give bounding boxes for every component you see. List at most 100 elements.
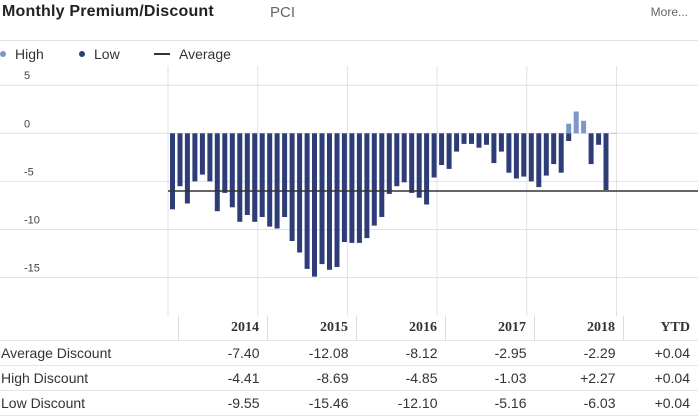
column-header-2014: 2014: [178, 316, 268, 341]
low-discount-bar: [566, 133, 572, 141]
table-cell: +0.04: [623, 365, 698, 391]
low-discount-bar: [319, 133, 325, 265]
low-discount-bar: [416, 133, 422, 198]
low-discount-bar: [334, 133, 340, 267]
low-discount-bar: [222, 133, 228, 193]
low-discount-bar: [596, 133, 602, 145]
low-discount-bar: [386, 133, 392, 194]
table-cell: -8.69: [267, 365, 357, 391]
low-discount-bar: [588, 133, 594, 165]
low-discount-bar: [177, 133, 183, 187]
y-tick-label: -10: [24, 214, 40, 226]
table-cell: -8.12: [356, 340, 446, 366]
low-discount-bar: [349, 133, 355, 243]
low-discount-bar: [364, 133, 370, 239]
chart-header: Monthly Premium/Discount PCI More...: [0, 0, 698, 26]
table-cell: -7.40: [178, 340, 268, 366]
low-discount-bar: [199, 133, 205, 175]
low-discount-bar: [259, 133, 265, 217]
low-discount-bar: [192, 133, 198, 182]
column-header-ytd: YTD: [623, 316, 698, 341]
low-discount-bar: [409, 133, 415, 193]
high-discount-bar: [611, 132, 616, 134]
row-label-low: Low Discount: [0, 390, 179, 416]
table-cell: -2.95: [445, 340, 535, 366]
high-dot-icon: [0, 51, 6, 57]
table-cell: -5.16: [445, 390, 535, 416]
low-discount-bar: [603, 133, 609, 190]
y-tick-label: 5: [24, 70, 30, 82]
low-discount-bar: [551, 133, 557, 165]
table-row: High Discount -4.41 -8.69 -4.85 -1.03 +2…: [0, 365, 698, 391]
header-divider: [0, 40, 698, 41]
chart-title: Monthly Premium/Discount: [2, 3, 214, 20]
low-discount-bar: [528, 133, 534, 182]
low-discount-bar: [252, 133, 258, 222]
premium-discount-chart: 5 0 -5 -10 -15: [0, 66, 698, 316]
column-header-2016: 2016: [356, 316, 446, 341]
low-discount-bar: [274, 133, 280, 229]
row-label-high: High Discount: [0, 365, 179, 391]
table-cell: -1.03: [445, 365, 535, 391]
low-discount-bar: [184, 133, 190, 204]
low-discount-bar: [214, 133, 220, 212]
table-cell: -4.41: [178, 365, 268, 391]
table-cell: +0.04: [623, 340, 698, 366]
low-discount-bar: [543, 133, 549, 176]
low-discount-bar: [439, 133, 445, 165]
column-header-2017: 2017: [445, 316, 535, 341]
row-label-average: Average Discount: [0, 340, 179, 366]
low-discount-bar: [244, 133, 250, 215]
legend-item-high[interactable]: High: [0, 46, 44, 62]
table-cell: -12.10: [356, 390, 446, 416]
low-discount-bar: [229, 133, 235, 208]
high-discount-bar: [573, 111, 579, 134]
average-line-icon: [154, 53, 170, 55]
low-discount-bar: [476, 133, 482, 148]
y-tick-label: 0: [24, 118, 30, 130]
low-discount-bar: [237, 133, 243, 222]
low-discount-bar: [498, 133, 504, 152]
low-discount-bar: [312, 133, 317, 277]
legend-item-average[interactable]: Average: [154, 46, 231, 62]
table-cell: -6.03: [534, 390, 624, 416]
low-discount-bar: [431, 133, 437, 178]
y-tick-label: -5: [24, 166, 34, 178]
low-discount-bar: [446, 133, 452, 169]
low-discount-bar: [394, 133, 400, 187]
column-header-2015: 2015: [267, 316, 357, 341]
legend-low-label: Low: [94, 46, 120, 62]
low-discount-bar: [506, 133, 512, 173]
table-cell: +2.27: [534, 365, 624, 391]
y-tick-label: -15: [24, 263, 40, 275]
legend-high-label: High: [15, 46, 44, 62]
legend-item-low[interactable]: Low: [79, 46, 120, 62]
discount-summary-table: 2014 2015 2016 2017 2018 YTD Average Dis…: [0, 316, 698, 416]
low-discount-bar: [484, 133, 489, 145]
low-discount-bar: [304, 133, 310, 269]
low-discount-bar: [267, 133, 273, 227]
high-discount-bar: [566, 123, 572, 134]
low-discount-bar: [521, 133, 527, 177]
low-discount-bar: [454, 133, 460, 152]
low-dot-icon: [79, 51, 85, 57]
ticker-symbol: PCI: [270, 4, 296, 21]
low-discount-bar: [379, 133, 385, 217]
legend-average-label: Average: [179, 46, 231, 62]
table-cell: -15.46: [267, 390, 357, 416]
high-discount-bar: [581, 120, 587, 134]
low-discount-bar: [469, 133, 474, 144]
low-discount-bar: [289, 133, 295, 241]
table-cell: -4.85: [356, 365, 446, 391]
low-discount-bar: [297, 133, 303, 253]
low-discount-bar: [513, 133, 519, 179]
table-header-row: 2014 2015 2016 2017 2018 YTD: [0, 316, 698, 341]
more-link[interactable]: More...: [650, 5, 688, 19]
table-cell: -9.55: [178, 390, 268, 416]
low-discount-bar: [558, 133, 564, 173]
table-header-blank: [0, 316, 179, 341]
low-discount-bar: [491, 133, 497, 164]
low-discount-bar: [170, 133, 175, 210]
low-discount-bar: [327, 133, 332, 270]
table-cell: +0.04: [623, 390, 698, 416]
